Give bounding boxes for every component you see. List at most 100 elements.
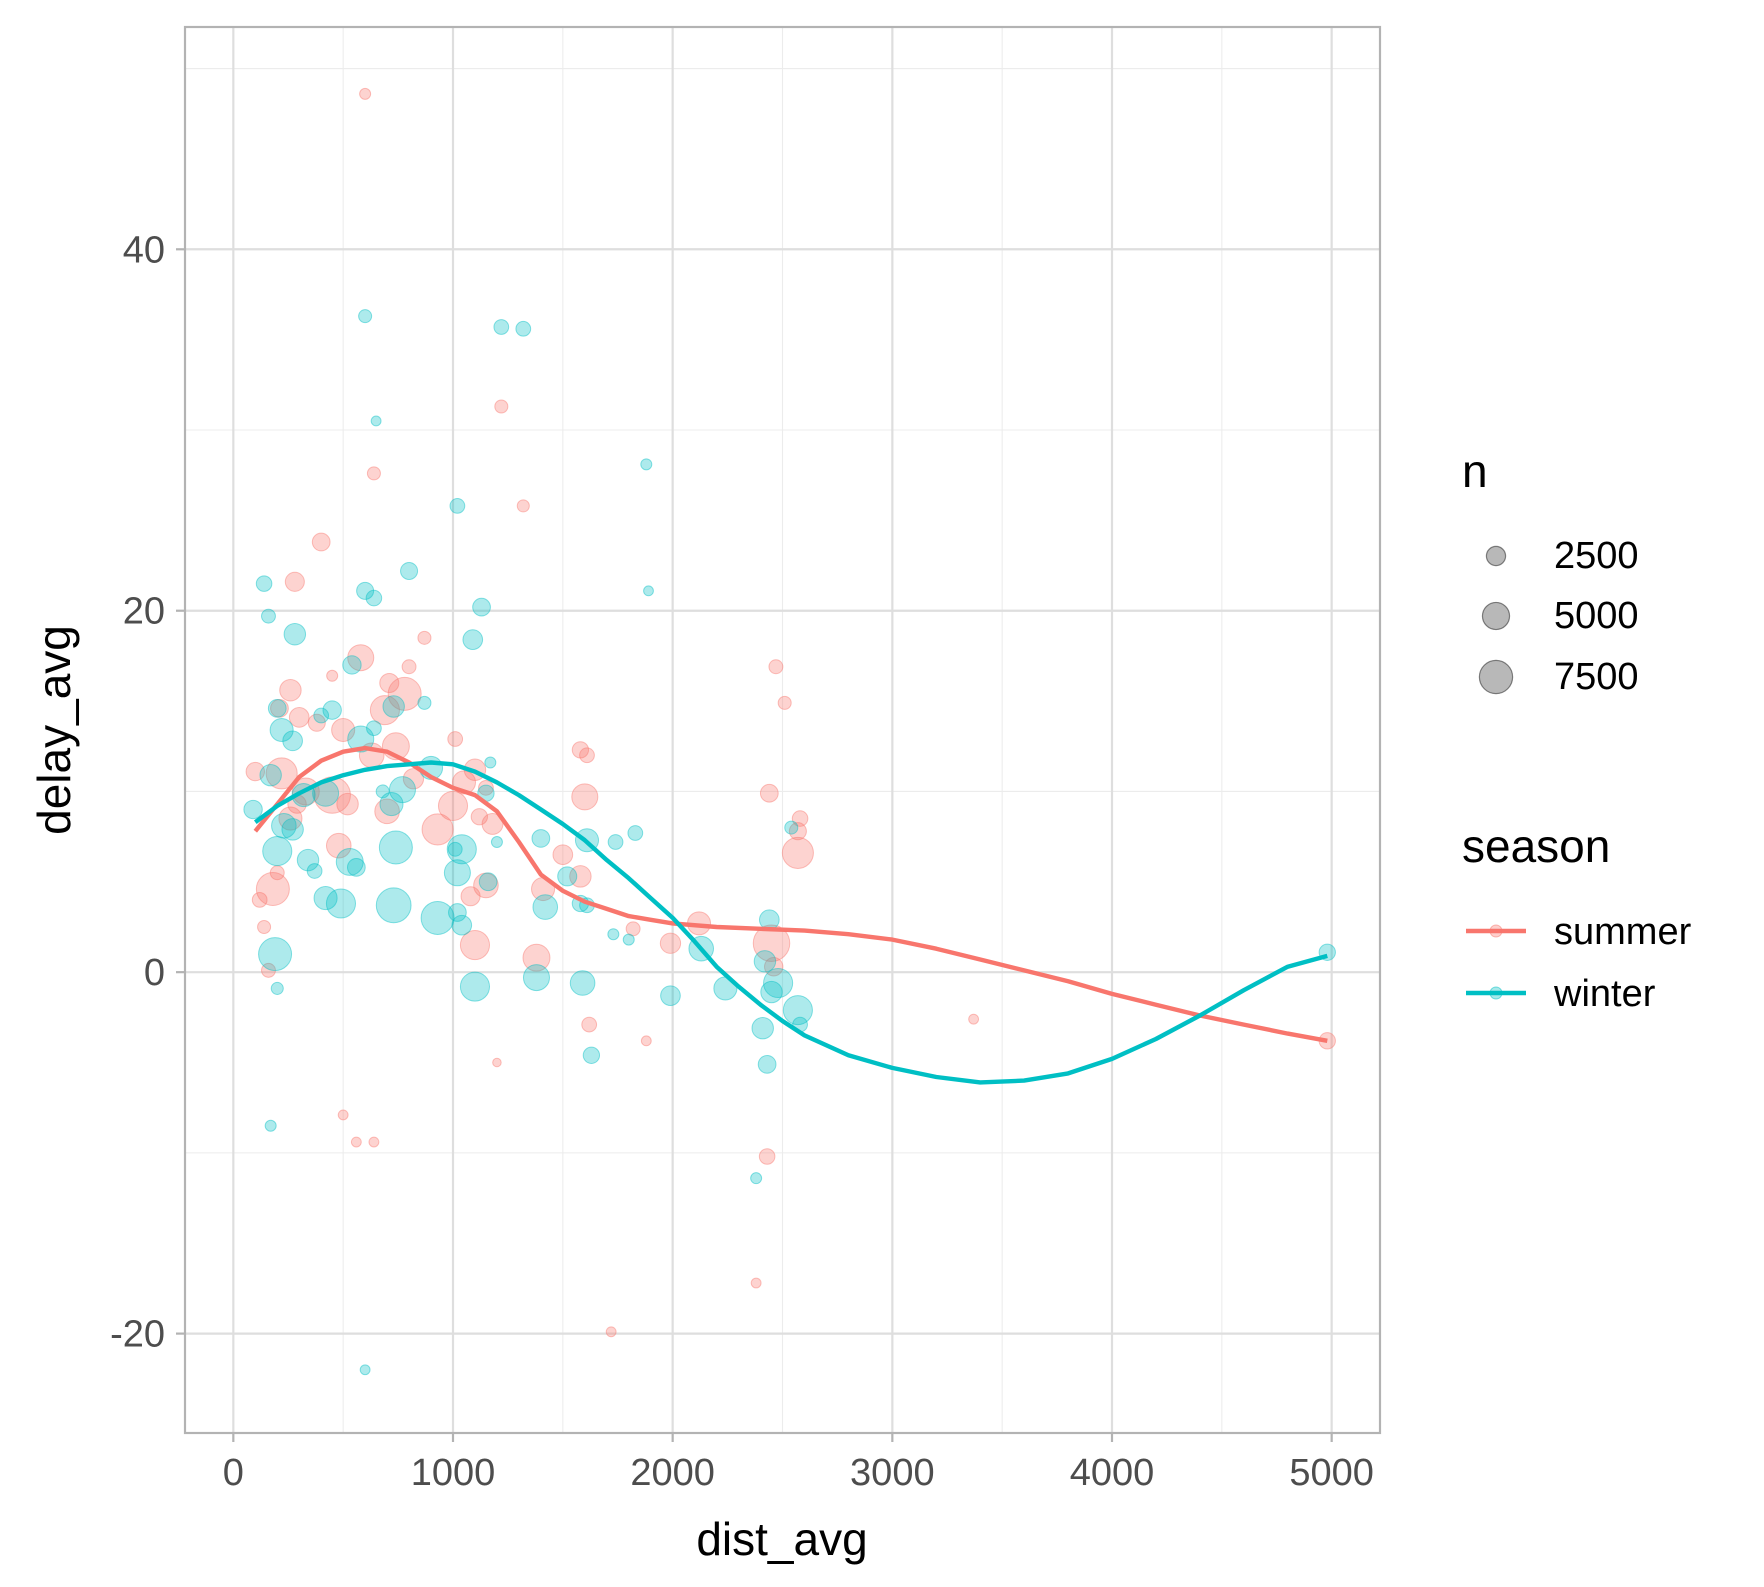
axis-ticks: 0 1000 2000 3000 4000 5000 -20 0 20 40 — [110, 229, 1374, 1494]
summer-point-65 — [968, 1013, 980, 1025]
winter-point-7 — [255, 575, 273, 592]
winter-point-25 — [259, 763, 282, 787]
winter-point-31 — [335, 847, 364, 876]
summer-point-64 — [605, 1326, 617, 1338]
winter-point-0 — [358, 309, 373, 324]
winter-point-36 — [262, 836, 293, 867]
x-tick-label-3: 3000 — [850, 1452, 935, 1494]
summer-point-32 — [470, 808, 489, 826]
winter-point-37 — [296, 848, 320, 872]
summer-point-68 — [251, 891, 268, 908]
winter-point-53 — [557, 866, 578, 887]
winter-point-35 — [378, 830, 413, 865]
winter-point-41 — [325, 888, 357, 919]
x-tick-label-5: 5000 — [1289, 1452, 1374, 1494]
summer-point-61 — [368, 1136, 380, 1148]
winter-point-2 — [493, 319, 510, 335]
winter-point-81 — [359, 1364, 371, 1376]
summer-point-18 — [331, 717, 356, 743]
winter-point-43 — [420, 900, 455, 935]
winter-point-15 — [342, 655, 362, 675]
summer-point-43 — [552, 844, 574, 866]
winter-point-74 — [757, 1054, 777, 1074]
summer-point-53 — [781, 836, 814, 869]
winter-point-23 — [382, 695, 405, 718]
summer-point-2 — [494, 399, 509, 414]
summer-point-6 — [347, 644, 375, 672]
size-legend-keys — [1478, 545, 1514, 695]
winter-point-6 — [643, 585, 654, 597]
winter-point-50 — [478, 872, 498, 892]
winter-point-83 — [484, 756, 497, 769]
winter-point-49 — [490, 836, 503, 849]
winter-point-45 — [451, 914, 473, 936]
winter-point-60 — [622, 933, 635, 946]
summer-point-4 — [311, 532, 331, 552]
winter-point-70 — [760, 980, 783, 1004]
x-tick-label-0: 0 — [223, 1452, 244, 1494]
summer-point-33 — [447, 731, 464, 747]
summer-point-34 — [481, 813, 504, 835]
summer-point-63 — [750, 1277, 762, 1289]
summer-point-3 — [516, 499, 530, 513]
winter-point-21 — [347, 725, 375, 753]
summer-point-54 — [752, 924, 791, 962]
summer-point-49 — [777, 695, 792, 710]
winter-point-5 — [640, 458, 653, 471]
winter-point-80 — [750, 1172, 763, 1185]
winter-point-73 — [751, 1016, 774, 1040]
winter-point-63 — [522, 964, 550, 992]
summer-point-56 — [581, 1016, 598, 1033]
summer-point-10 — [401, 659, 417, 675]
summer-point-48 — [768, 659, 784, 675]
color-legend-title: season — [1462, 820, 1610, 872]
panel-border — [183, 25, 1382, 1435]
summer-point-72 — [278, 806, 303, 831]
winter-point-58 — [627, 825, 644, 841]
size-legend: n 2500 5000 7500 — [1462, 445, 1639, 698]
size-legend-label-2500: 2500 — [1554, 535, 1639, 577]
summer-point-1 — [366, 466, 381, 481]
summer-point-38 — [522, 943, 551, 972]
winter-point-85 — [375, 784, 390, 799]
summer-point-73 — [374, 798, 400, 825]
summer-point-5 — [284, 571, 305, 592]
winter-point-18 — [282, 730, 303, 752]
winter-point-65 — [660, 985, 681, 1006]
winter-point-46 — [446, 834, 477, 865]
winter-point-33 — [388, 776, 416, 804]
x-axis-title: dist_avg — [696, 1513, 867, 1565]
summer-point-27 — [421, 813, 454, 846]
summer-point-16 — [265, 757, 298, 790]
x-tick-label-1: 1000 — [411, 1452, 496, 1494]
summer-point-71 — [261, 962, 276, 978]
winter-point-29 — [281, 818, 304, 841]
winter-point-27 — [271, 812, 297, 839]
winter-point-3 — [515, 320, 532, 337]
summer-point-28 — [437, 790, 469, 821]
summer-point-7 — [387, 676, 422, 711]
summer-point-67 — [255, 872, 290, 907]
summer-point-14 — [288, 707, 310, 728]
winter-point-59 — [607, 928, 620, 941]
points — [243, 87, 1336, 1376]
summer-point-51 — [791, 810, 809, 827]
winter-point-8 — [261, 608, 276, 624]
summer-point-25 — [325, 832, 352, 859]
winter-point-19 — [322, 700, 342, 720]
winter-smooth-line — [253, 760, 1328, 1085]
winter-point-38 — [306, 863, 323, 879]
summer-point-46 — [659, 932, 682, 954]
winter-point-24 — [417, 695, 432, 710]
summer-point-45 — [625, 921, 641, 937]
winter-point-84 — [447, 841, 463, 857]
summer-point-24 — [336, 792, 359, 816]
winter-point-71 — [782, 995, 813, 1026]
winter-point-44 — [448, 903, 467, 922]
smooth-lines — [253, 745, 1328, 1085]
color-legend-point-winter — [1489, 986, 1503, 1000]
summer-point-57 — [640, 1035, 652, 1047]
winter-point-42 — [375, 887, 412, 924]
summer-point-62 — [758, 1148, 776, 1165]
summer-point-36 — [473, 872, 499, 899]
